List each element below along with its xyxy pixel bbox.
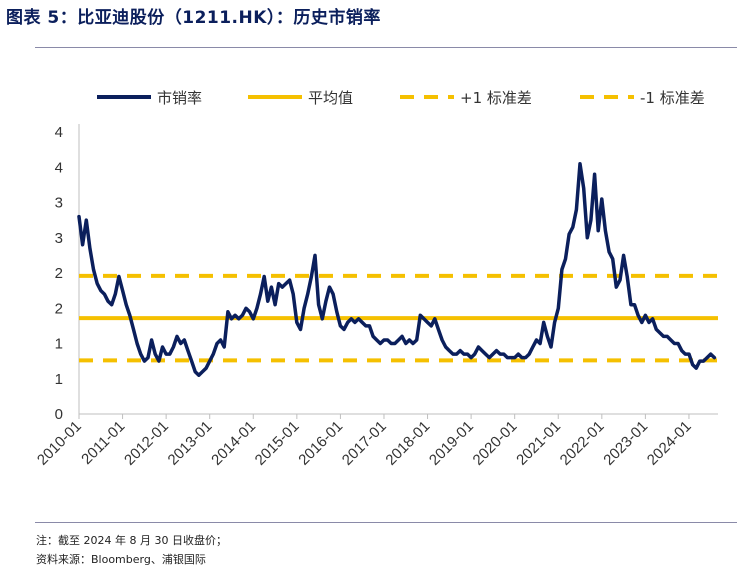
footnote: 注：截至 2024 年 8 月 30 日收盘价；: [36, 534, 227, 547]
x-tick-label: 2020-01: [470, 418, 521, 469]
y-tick-label: 4: [55, 159, 63, 176]
legend-mean-label: 平均值: [308, 89, 353, 107]
ps-ratio-line: [77, 161, 717, 377]
x-tick-label: 2016-01: [295, 418, 346, 469]
x-tick-label: 2017-01: [339, 418, 390, 469]
x-tick-label: 2013-01: [165, 418, 216, 469]
y-tick-label: 4: [55, 124, 63, 141]
y-tick-label: 1: [55, 336, 63, 353]
y-tick-label: 3: [55, 230, 63, 247]
y-tick-label: 0: [55, 406, 63, 423]
legend-ps-ratio-label: 市销率: [157, 89, 202, 107]
chart-area: 市销率 平均值 +1 标准差 -1 标准差 0 1 1 2 2 3 3 4 4 2010-012011-…: [34, 89, 718, 469]
y-tick-label: 2: [55, 265, 63, 282]
axes: 0112233442010-012011-012012-012013-01201…: [34, 124, 718, 469]
chart-title: 图表 5：比亚迪股份（1211.HK）：历史市销率: [6, 8, 381, 28]
y-tick-label: 3: [55, 195, 63, 212]
x-tick-label: 2018-01: [382, 418, 433, 469]
x-tick-label: 2015-01: [252, 418, 303, 469]
x-tick-label: 2011-01: [78, 418, 128, 468]
x-tick-label: 2023-01: [600, 418, 651, 469]
y-tick-label: 2: [55, 300, 63, 317]
legend-minus-1sd-label: -1 标准差: [640, 89, 705, 107]
title-divider: [35, 47, 737, 48]
legend-plus-1sd-label: +1 标准差: [460, 89, 532, 107]
x-tick-label: 2012-01: [121, 418, 172, 469]
x-tick-label: 2024-01: [644, 418, 695, 469]
x-tick-label: 2010-01: [34, 418, 85, 469]
y-tick-label: 1: [55, 371, 63, 388]
x-tick-label: 2022-01: [557, 418, 608, 469]
x-tick-label: 2021-01: [513, 418, 564, 469]
source-note: 资料来源：Bloomberg、浦银国际: [36, 553, 206, 566]
plot-lines: [77, 161, 718, 377]
x-tick-label: 2014-01: [208, 418, 259, 469]
footer-divider: [35, 522, 737, 523]
legend: 市销率 平均值 +1 标准差 -1 标准差: [97, 89, 705, 107]
x-tick-label: 2019-01: [426, 418, 477, 469]
